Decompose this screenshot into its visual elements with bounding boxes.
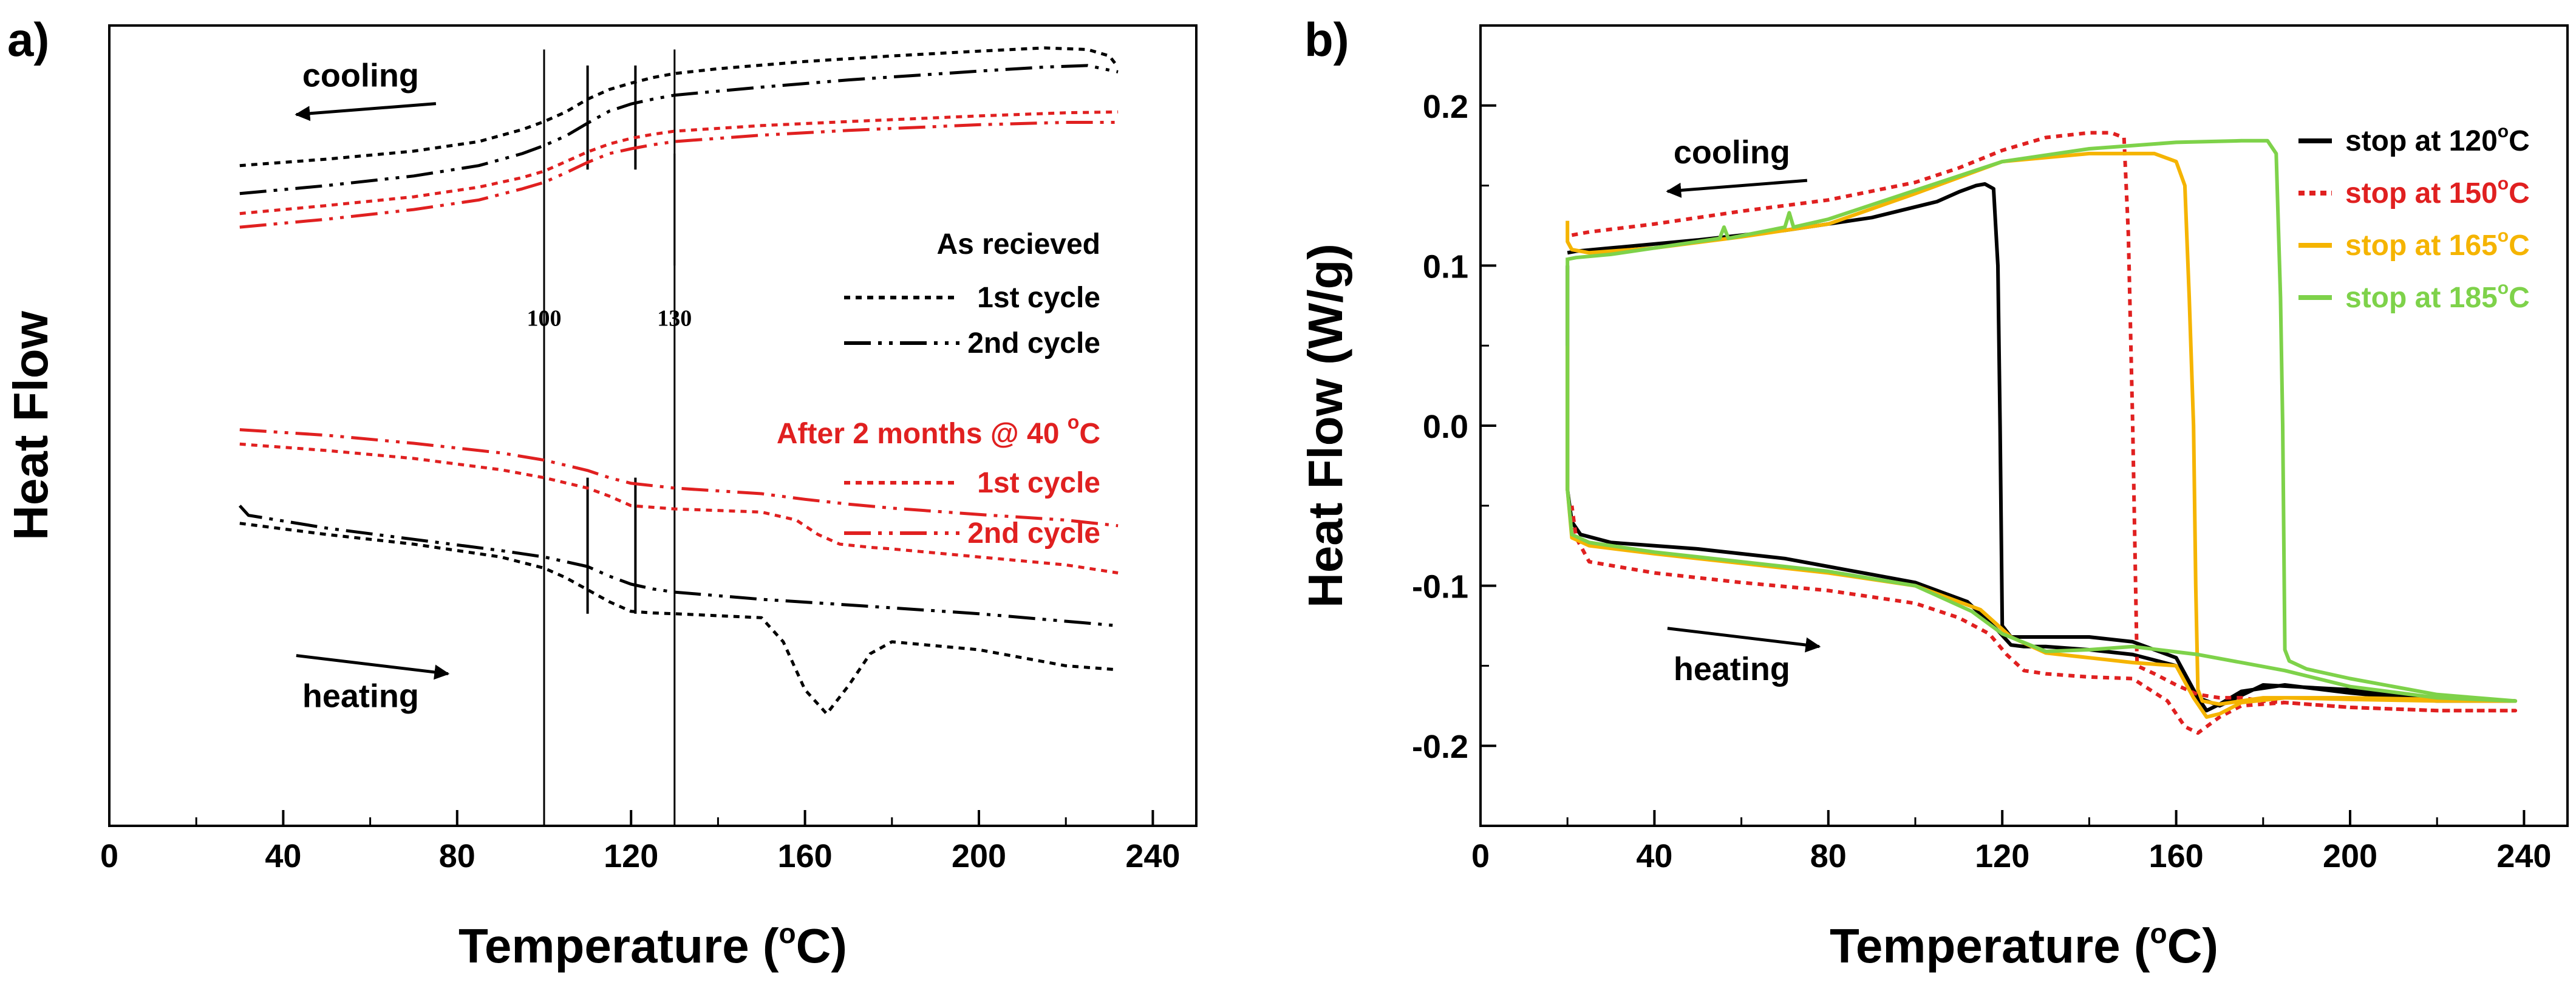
panel-a-heating-annotation: heating <box>296 654 450 715</box>
x-tick-label-160: 160 <box>2149 838 2204 874</box>
panel-a-reference-labels: 100 130 <box>527 305 692 331</box>
series-line-0-5 <box>239 442 1119 574</box>
x-tick-label-200: 200 <box>2323 838 2377 874</box>
legend-group-after-2-months-unit: C <box>1079 418 1100 450</box>
panel-a-x-axis-title-text: Temperature ( <box>458 919 779 973</box>
legend-stop-150-sup: o <box>2498 174 2509 194</box>
panel-b-heating-annotation: heating <box>1667 627 1821 687</box>
cooling-label: cooling <box>302 58 419 94</box>
panel-b-x-axis-title-unit: C) <box>2167 919 2218 973</box>
series-line-1-1 <box>1570 131 2518 735</box>
heating-arrow-icon <box>1667 627 1821 653</box>
heating-arrow-icon <box>296 654 450 680</box>
legend-group-as-received-title: As recieved <box>936 228 1100 261</box>
panel-b-cooling-annotation: cooling <box>1666 134 1808 198</box>
panel-a-cooling-annotation: cooling <box>295 58 437 121</box>
legend-after-2-months-2nd-label: 2nd cycle <box>967 517 1100 550</box>
series-line-0-6 <box>238 505 1119 627</box>
x-tick-label-240: 240 <box>1125 838 1180 874</box>
series-line-1-3 <box>1566 138 2518 703</box>
legend-stop-185: stop at 185oC <box>2345 278 2530 314</box>
legend-stop-120-text: stop at 120 <box>2345 125 2498 157</box>
legend-group-after-2-months-title: After 2 months @ 40 oC <box>777 411 1100 450</box>
x-tick-label-0: 0 <box>100 838 118 874</box>
panel-b-y-axis-title: Heat Flow (W/g) <box>1298 243 1352 608</box>
panel-b-x-axis-title: Temperature (oC) <box>1830 918 2218 973</box>
panel-b-x-axis-title-sup: o <box>2150 918 2167 949</box>
x-tick-label-80: 80 <box>1810 838 1847 874</box>
legend-stop-165-unit: C <box>2509 230 2530 262</box>
legend-stop-185-unit: C <box>2509 282 2530 314</box>
panel-a-plot-frame <box>108 24 1198 827</box>
panel-a-x-axis-title-unit: C) <box>796 919 847 973</box>
y-tick-label-0: -0.2 <box>1412 729 1468 765</box>
panel-a-legend: As recieved 1st cycle 2nd cycle After 2 … <box>777 228 1100 550</box>
legend-as-received-2nd-label: 2nd cycle <box>967 327 1100 359</box>
series-line-0-0 <box>239 46 1120 168</box>
legend-stop-150-unit: C <box>2509 177 2530 209</box>
panel-a-x-axis-title-sup: o <box>779 918 796 949</box>
y-tick-label-2: 0.0 <box>1423 409 1468 445</box>
x-tick-label-120: 120 <box>1975 838 2029 874</box>
cooling-label: cooling <box>1674 134 1790 171</box>
y-tick-label-1: -0.1 <box>1412 569 1468 605</box>
x-tick-label-160: 160 <box>778 838 833 874</box>
panel-a-x-ticks: 0 40 80 120 160 200 240 <box>100 810 1180 874</box>
legend-stop-165-sup: o <box>2498 226 2509 246</box>
legend-group-after-2-months-text: After 2 months @ 40 <box>777 418 1068 450</box>
cooling-arrow-icon <box>1666 179 1808 198</box>
legend-stop-185-sup: o <box>2498 278 2509 298</box>
panel-a-series-group <box>238 46 1120 715</box>
series-line-1-0 <box>1566 182 2518 713</box>
legend-as-received-1st-label: 1st cycle <box>977 282 1100 314</box>
panel-b-label: b) <box>1304 13 1349 66</box>
heating-label: heating <box>302 678 419 715</box>
vline-label-130: 130 <box>657 305 692 331</box>
panel-a-x-axis-title: Temperature (oC) <box>458 918 847 973</box>
x-tick-label-240: 240 <box>2496 838 2551 874</box>
series-line-0-7 <box>239 522 1119 715</box>
panel-a-label: a) <box>7 13 49 66</box>
x-tick-label-0: 0 <box>1471 838 1490 874</box>
legend-stop-150-text: stop at 150 <box>2345 177 2498 209</box>
x-tick-label-40: 40 <box>265 838 301 874</box>
series-line-0-1 <box>239 64 1119 196</box>
legend-group-after-2-months-sup: o <box>1068 411 1080 433</box>
legend-stop-150: stop at 150oC <box>2345 174 2530 209</box>
panel-b-x-axis-title-text: Temperature ( <box>1830 919 2150 973</box>
heating-label: heating <box>1674 651 1790 687</box>
y-tick-label-4: 0.2 <box>1423 89 1468 125</box>
panel-b-series-group <box>1566 131 2518 735</box>
x-tick-label-120: 120 <box>604 838 658 874</box>
panel-b-ticks: 0 40 80 120 160 200 240 -0.2 -0.1 0.0 0.1 0.2 <box>1412 89 2552 874</box>
series-line-0-2 <box>239 110 1119 216</box>
legend-after-2-months-1st-label: 1st cycle <box>977 467 1100 499</box>
panel-a-y-axis-title: Heat Flow <box>4 310 58 540</box>
cooling-arrow-icon <box>295 102 437 121</box>
legend-stop-120: stop at 120oC <box>2345 121 2530 157</box>
series-line-0-3 <box>239 121 1119 229</box>
y-tick-label-3: 0.1 <box>1423 248 1468 285</box>
legend-stop-120-unit: C <box>2509 125 2530 157</box>
panel-a-reference-lines <box>543 49 676 826</box>
legend-stop-185-text: stop at 185 <box>2345 282 2498 314</box>
legend-stop-120-sup: o <box>2498 121 2509 141</box>
x-tick-label-200: 200 <box>952 838 1006 874</box>
panel-b-chart: b) 0 40 80 120 160 200 240 -0.2 -0.1 0.0 0.1 0.2 co… <box>1298 13 2569 973</box>
legend-stop-165: stop at 165oC <box>2345 226 2530 262</box>
panel-a-chart: a) 100 130 0 40 80 120 160 200 240 cooling hea… <box>4 13 1198 973</box>
x-tick-label-40: 40 <box>1636 838 1672 874</box>
vline-label-100: 100 <box>527 305 562 331</box>
legend-stop-165-text: stop at 165 <box>2345 230 2498 262</box>
panel-b-legend: stop at 120oC stop at 150oC stop at 165o… <box>2298 121 2530 314</box>
x-tick-label-80: 80 <box>439 838 475 874</box>
